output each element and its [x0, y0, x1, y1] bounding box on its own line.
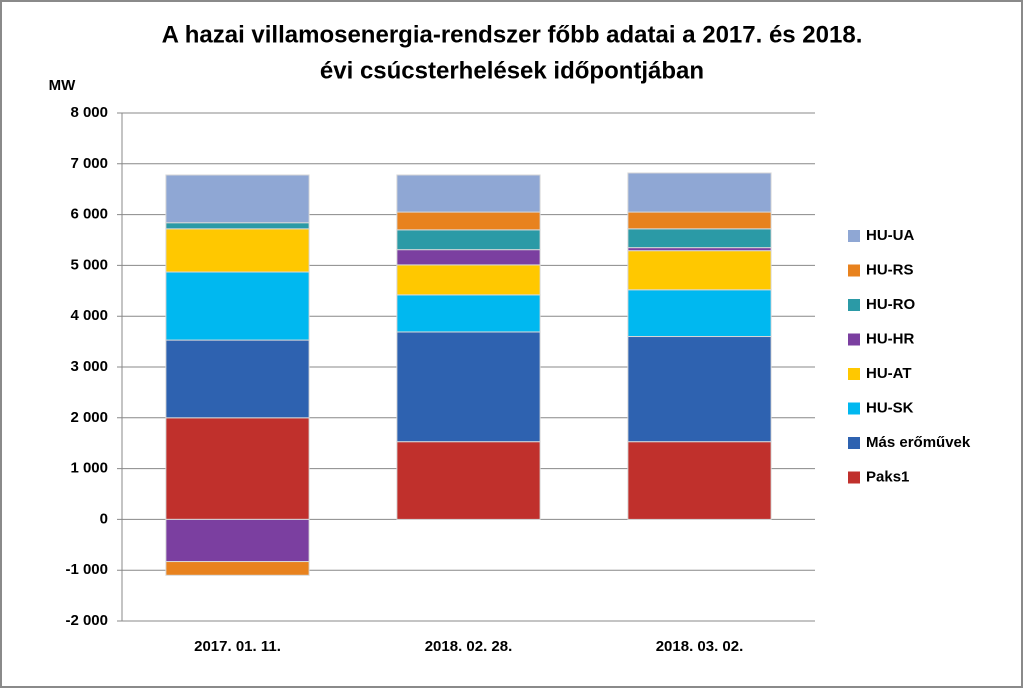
bar-segment	[627, 289, 772, 338]
bar-segment	[627, 250, 772, 291]
bar-segment	[165, 339, 310, 419]
legend-swatch	[848, 471, 860, 484]
y-tick-label: -2 000	[65, 612, 108, 629]
y-tick-label: 1 000	[70, 460, 108, 477]
bar-segment	[396, 174, 541, 213]
bar-segment	[627, 441, 772, 520]
y-tick-label: 7 000	[70, 155, 108, 172]
chart-title: évi csúcsterhelések időpontjában	[320, 57, 704, 84]
bar-segment	[396, 211, 541, 231]
bar-segment	[396, 264, 541, 296]
bar-segment	[396, 294, 541, 333]
legend-swatch	[848, 299, 860, 311]
bar-segment	[165, 222, 310, 230]
bar-segment	[165, 228, 310, 273]
legend-swatch	[848, 333, 860, 346]
legend-label: HU-HR	[866, 330, 914, 347]
bar-segment	[165, 518, 310, 563]
bar-segment	[165, 561, 310, 576]
bar-segment	[627, 211, 772, 230]
y-tick-label: 8 000	[70, 104, 108, 121]
legend-swatch	[848, 437, 860, 449]
bar-segment	[627, 172, 772, 213]
bar-segment	[165, 417, 310, 520]
x-tick-label: 2017. 01. 11.	[194, 638, 281, 655]
legend-label: HU-UA	[866, 227, 914, 244]
y-tick-label: 2 000	[70, 409, 108, 426]
y-tick-label: -1 000	[65, 561, 108, 578]
bar-segment	[396, 249, 541, 266]
bar-segment	[396, 441, 541, 520]
bar-segment	[396, 331, 541, 443]
legend-label: HU-RO	[866, 296, 915, 313]
legend-swatch	[848, 402, 860, 415]
y-tick-label: 3 000	[70, 358, 108, 375]
x-tick-label: 2018. 03. 02.	[656, 638, 744, 655]
x-tick-label: 2018. 02. 28.	[425, 638, 513, 655]
legend-label: HU-AT	[866, 365, 912, 382]
legend-label: HU-RS	[866, 261, 914, 278]
bar-segment	[396, 229, 541, 251]
y-axis-label: MW	[49, 77, 76, 94]
bar-segment	[165, 174, 310, 224]
legend-swatch	[848, 368, 860, 380]
y-tick-label: 5 000	[70, 256, 108, 273]
legend-swatch	[848, 230, 860, 242]
bar-segment	[165, 271, 310, 341]
legend-label: HU-SK	[866, 399, 914, 416]
legend-label: Más erőművek	[866, 434, 971, 451]
chart-title: A hazai villamosenergia-rendszer főbb ad…	[162, 21, 863, 48]
bar-segment	[627, 336, 772, 443]
y-tick-label: 6 000	[70, 206, 108, 223]
y-tick-label: 4 000	[70, 307, 108, 324]
legend-swatch	[848, 264, 860, 277]
y-tick-label: 0	[100, 510, 108, 527]
legend-label: Paks1	[866, 468, 909, 485]
bar-segment	[627, 228, 772, 249]
